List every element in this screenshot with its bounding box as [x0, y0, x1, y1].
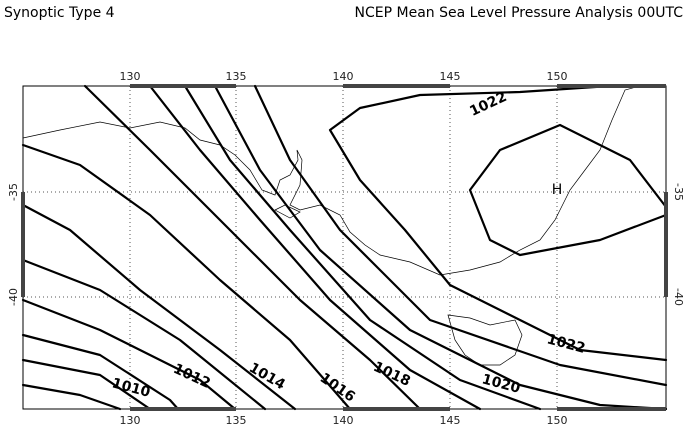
high-label: H	[552, 182, 563, 198]
coastline	[22, 85, 641, 366]
axis-labels: 130 135 140 145 150 130 135 140 145 150 -35 -40 -35 -…	[7, 70, 685, 427]
right-lat-label: -40	[672, 288, 685, 306]
bottom-lon-label: 140	[333, 414, 354, 427]
left-lat-label: -40	[7, 288, 20, 306]
top-lon-label: 135	[226, 70, 247, 83]
left-lat-label: -35	[7, 183, 20, 201]
grid	[23, 86, 666, 409]
contour-label: 1016	[317, 370, 358, 405]
header-right: NCEP Mean Sea Level Pressure Analysis 00…	[355, 5, 684, 21]
top-lon-label: 140	[333, 70, 354, 83]
right-lat-label: -35	[672, 183, 685, 201]
bottom-lon-label: 130	[120, 414, 141, 427]
contour-label: 1020	[480, 371, 522, 397]
header-left: Synoptic Type 4	[4, 5, 115, 21]
bottom-lon-label: 135	[226, 414, 247, 427]
top-lon-label: 130	[120, 70, 141, 83]
isobars	[21, 84, 668, 411]
bottom-lon-label: 145	[440, 414, 461, 427]
frame	[21, 84, 668, 411]
contour-label: 1018	[371, 359, 413, 390]
top-lon-label: 145	[440, 70, 461, 83]
top-lon-label: 150	[547, 70, 568, 83]
bottom-lon-label: 150	[547, 414, 568, 427]
contour-label: 1022	[545, 331, 587, 357]
contour-label: 1012	[171, 361, 213, 392]
